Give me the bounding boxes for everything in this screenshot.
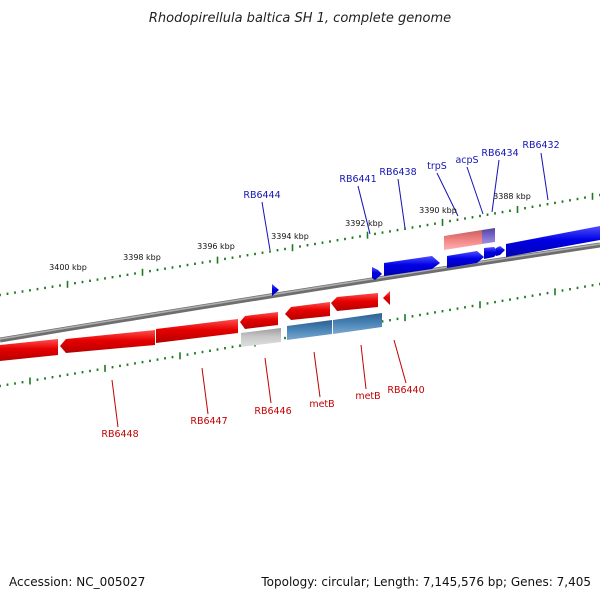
- label-rb6440[interactable]: RB6440: [387, 385, 424, 396]
- tick-label: 3398 kbp: [123, 253, 161, 262]
- tick-label: 3388 kbp: [493, 192, 531, 201]
- genome-backbone-highlight: [0, 243, 600, 340]
- label-rb6448[interactable]: RB6448: [101, 429, 138, 440]
- feature-gray[interactable]: [241, 328, 281, 347]
- label-rb6438[interactable]: RB6438: [379, 167, 416, 178]
- reverse-strand-genes: [0, 291, 390, 361]
- gene-rb6440[interactable]: [383, 291, 390, 305]
- label-rb6434[interactable]: RB6434: [481, 148, 518, 159]
- gene-metb-1-red[interactable]: [285, 302, 330, 320]
- forward-strand-genes: [272, 226, 600, 296]
- label-trps[interactable]: trpS: [427, 161, 447, 172]
- reverse-gene-labels: RB6448 RB6447 RB6446 metB metB RB6440: [101, 385, 424, 440]
- tick-label: 3396 kbp: [197, 242, 235, 251]
- leader-rb6441: [357, 185, 371, 235]
- gene-metb-2-red[interactable]: [331, 293, 378, 311]
- gene-acps[interactable]: [484, 247, 499, 259]
- gene-rb6438[interactable]: [384, 256, 440, 276]
- feature-purple[interactable]: [482, 228, 495, 244]
- feature-row-upper: [444, 228, 495, 250]
- label-rb6441[interactable]: RB6441: [339, 174, 376, 185]
- gene-rb6447[interactable]: [156, 319, 238, 343]
- genome-summary-text: Topology: circular; Length: 7,145,576 bp…: [260, 575, 591, 589]
- gene-trps[interactable]: [447, 251, 484, 268]
- genome-backbone: [0, 242, 600, 343]
- kbp-tick-labels: 3400 kbp 3398 kbp 3396 kbp 3394 kbp 3392…: [49, 192, 531, 272]
- tick-label: 3390 kbp: [419, 206, 457, 215]
- leader-rb6444: [261, 201, 271, 251]
- leader-rb6447: [201, 367, 209, 415]
- forward-gene-labels: RB6444 RB6441 RB6438 trpS acpS RB6434 RB…: [243, 140, 559, 201]
- leader-metb-2: [360, 344, 367, 390]
- feature-pink[interactable]: [444, 230, 482, 250]
- leader-rb6448: [111, 379, 119, 428]
- accession-text: Accession: NC_005027: [9, 575, 145, 589]
- label-rb6444[interactable]: RB6444: [243, 190, 280, 201]
- label-rb6432[interactable]: RB6432: [522, 140, 559, 151]
- gene-rb6432[interactable]: [506, 226, 600, 257]
- leader-metb-1: [313, 351, 321, 398]
- genome-title: Rhodopirellula baltica SH 1, complete ge…: [149, 11, 451, 26]
- label-acps[interactable]: acpS: [455, 155, 478, 166]
- tick-label: 3392 kbp: [345, 219, 383, 228]
- tick-label: 3400 kbp: [49, 263, 87, 272]
- tick-label: 3394 kbp: [271, 232, 309, 241]
- label-metb-1[interactable]: metB: [309, 399, 334, 410]
- feature-row-lower: [241, 313, 382, 347]
- leader-rb6432: [540, 152, 549, 201]
- gene-rb6434[interactable]: [496, 246, 505, 256]
- feature-steelblue-1[interactable]: [287, 320, 332, 340]
- label-leaders: [111, 152, 549, 428]
- leader-rb6440: [393, 339, 407, 384]
- leader-trps: [436, 172, 459, 217]
- forward-tick-row: [0, 192, 600, 297]
- label-rb6447[interactable]: RB6447: [190, 416, 227, 427]
- label-metb-2[interactable]: metB: [355, 391, 380, 402]
- gene-rb6447-left[interactable]: [60, 330, 155, 353]
- leader-rb6446: [264, 357, 272, 404]
- leader-rb6434: [491, 159, 500, 213]
- gene-rb6446-red[interactable]: [240, 312, 278, 329]
- gene-rb6441[interactable]: [372, 267, 382, 280]
- gene-rb6448[interactable]: [0, 339, 58, 361]
- gene-rb6444[interactable]: [272, 284, 279, 296]
- feature-steelblue-2[interactable]: [333, 313, 382, 334]
- label-rb6446[interactable]: RB6446: [254, 406, 291, 417]
- leader-acps: [466, 166, 484, 215]
- leader-rb6438: [397, 178, 406, 229]
